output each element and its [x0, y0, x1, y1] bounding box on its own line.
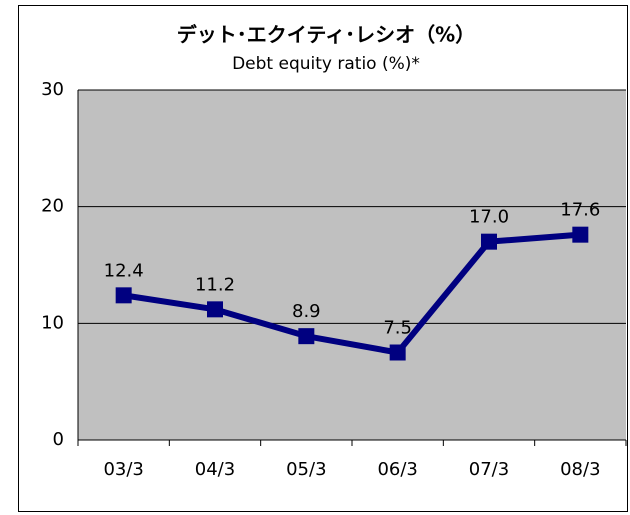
- y-tick-label: 20: [41, 196, 64, 217]
- data-label: 7.5: [383, 318, 412, 339]
- data-point: [207, 301, 223, 318]
- x-tick-label: 07/3: [469, 459, 509, 480]
- data-label: 12.4: [104, 260, 144, 281]
- data-point: [115, 287, 132, 304]
- data-label: 11.2: [195, 274, 235, 295]
- y-tick-label: 10: [41, 312, 64, 333]
- data-line: [123, 231, 581, 356]
- data-label: 8.9: [292, 301, 321, 322]
- x-tick-label: 03/3: [103, 459, 143, 480]
- y-tick-label: 0: [53, 429, 64, 450]
- x-tick-label: 05/3: [286, 459, 326, 480]
- data-label: 17.6: [560, 200, 600, 221]
- data-point: [389, 344, 406, 361]
- x-tick-label: 08/3: [560, 459, 600, 480]
- data-label: 17.0: [469, 207, 509, 228]
- data-point: [481, 233, 497, 250]
- data-point: [572, 226, 589, 243]
- chart-title: デット･エクイティ･レシオ（%）: [177, 23, 475, 47]
- chart-subtitle: Debt equity ratio (%)*: [232, 54, 420, 74]
- plot-area: [78, 90, 626, 440]
- x-tick-label: 06/3: [377, 459, 417, 480]
- data-point: [298, 328, 315, 345]
- y-tick-label: 30: [41, 79, 64, 100]
- x-tick-label: 04/3: [195, 459, 235, 480]
